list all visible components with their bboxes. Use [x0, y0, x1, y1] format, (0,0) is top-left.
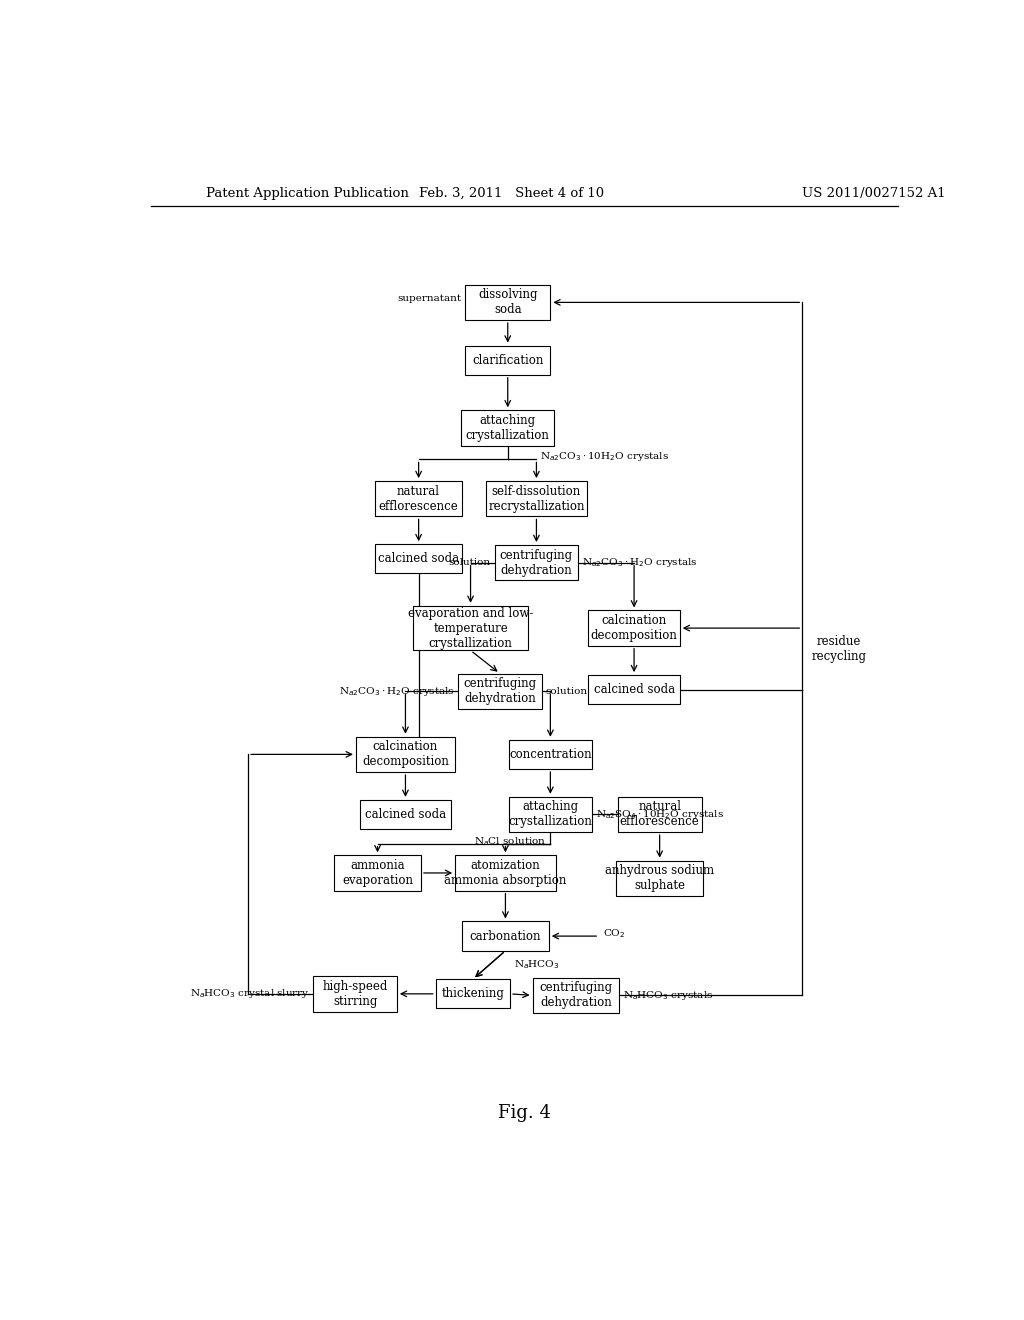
Text: thickening: thickening [441, 987, 504, 1001]
Text: calcination
decomposition: calcination decomposition [591, 614, 678, 642]
Text: centrifuging
dehydration: centrifuging dehydration [540, 981, 612, 1010]
Text: natural
efflorescence: natural efflorescence [379, 484, 459, 512]
Text: N$_a$HCO$_3$ crystals: N$_a$HCO$_3$ crystals [624, 989, 714, 1002]
FancyBboxPatch shape [509, 739, 592, 770]
Text: centrifuging
dehydration: centrifuging dehydration [500, 549, 573, 577]
Text: ammonia
evaporation: ammonia evaporation [342, 859, 413, 887]
FancyBboxPatch shape [356, 737, 455, 772]
FancyBboxPatch shape [435, 979, 510, 1008]
FancyBboxPatch shape [589, 675, 680, 705]
Text: solution: solution [546, 686, 588, 696]
Text: natural
efflorescence: natural efflorescence [620, 800, 699, 829]
Text: calcination
decomposition: calcination decomposition [362, 741, 449, 768]
Text: solution: solution [449, 558, 490, 568]
FancyBboxPatch shape [461, 411, 554, 446]
Text: N$_{a2}$CO$_3\cdot$10H$_2$O crystals: N$_{a2}$CO$_3\cdot$10H$_2$O crystals [541, 450, 670, 463]
Text: N$_a$HCO$_3$ crystal slurry: N$_a$HCO$_3$ crystal slurry [189, 987, 309, 1001]
FancyBboxPatch shape [616, 861, 703, 896]
Text: supernatant: supernatant [397, 294, 461, 304]
Text: anhydrous sodium
sulphate: anhydrous sodium sulphate [605, 865, 714, 892]
Text: centrifuging
dehydration: centrifuging dehydration [464, 677, 537, 705]
FancyBboxPatch shape [414, 606, 528, 651]
Text: carbonation: carbonation [470, 929, 541, 942]
Text: high-speed
stirring: high-speed stirring [323, 979, 388, 1008]
FancyBboxPatch shape [458, 673, 542, 709]
Text: N$_{a2}$CO$_3\cdot$H$_2$O crystals: N$_{a2}$CO$_3\cdot$H$_2$O crystals [339, 685, 455, 698]
Text: concentration: concentration [509, 748, 592, 760]
Text: attaching
crystallization: attaching crystallization [466, 414, 550, 442]
Text: N$_{a2}$CO$_3\cdot$H$_2$O crystals: N$_{a2}$CO$_3\cdot$H$_2$O crystals [583, 556, 698, 569]
FancyBboxPatch shape [455, 855, 556, 891]
Text: N$_{a2}$SO$_4\cdot$10H$_2$O crystals: N$_{a2}$SO$_4\cdot$10H$_2$O crystals [596, 808, 724, 821]
Text: calcined soda: calcined soda [594, 684, 675, 696]
FancyBboxPatch shape [495, 545, 579, 581]
Text: Fig. 4: Fig. 4 [499, 1105, 551, 1122]
Text: evaporation and low-
temperature
crystallization: evaporation and low- temperature crystal… [408, 607, 534, 649]
FancyBboxPatch shape [375, 480, 462, 516]
Text: US 2011/0027152 A1: US 2011/0027152 A1 [802, 186, 946, 199]
FancyBboxPatch shape [532, 978, 620, 1014]
Text: residue
recycling: residue recycling [812, 635, 866, 663]
FancyBboxPatch shape [375, 544, 462, 573]
Text: N$_a$HCO$_3$: N$_a$HCO$_3$ [514, 958, 559, 972]
Text: self-dissolution
recrystallization: self-dissolution recrystallization [488, 484, 585, 512]
FancyBboxPatch shape [617, 797, 701, 832]
Text: clarification: clarification [472, 354, 544, 367]
FancyBboxPatch shape [509, 797, 592, 832]
Text: Feb. 3, 2011   Sheet 4 of 10: Feb. 3, 2011 Sheet 4 of 10 [419, 186, 604, 199]
FancyBboxPatch shape [462, 921, 549, 950]
FancyBboxPatch shape [465, 346, 550, 375]
Text: dissolving
soda: dissolving soda [478, 288, 538, 317]
FancyBboxPatch shape [313, 977, 397, 1011]
Text: CO$_2$: CO$_2$ [603, 928, 626, 940]
Text: calcined soda: calcined soda [378, 552, 459, 565]
Text: N$_a$Cl solution: N$_a$Cl solution [474, 836, 547, 847]
Text: Patent Application Publication: Patent Application Publication [206, 186, 409, 199]
FancyBboxPatch shape [359, 800, 452, 829]
FancyBboxPatch shape [465, 285, 550, 321]
FancyBboxPatch shape [486, 480, 587, 516]
FancyBboxPatch shape [589, 610, 680, 645]
Text: calcined soda: calcined soda [365, 808, 446, 821]
Text: atomization
ammonia absorption: atomization ammonia absorption [444, 859, 566, 887]
Text: attaching
crystallization: attaching crystallization [509, 800, 592, 829]
FancyBboxPatch shape [334, 855, 421, 891]
